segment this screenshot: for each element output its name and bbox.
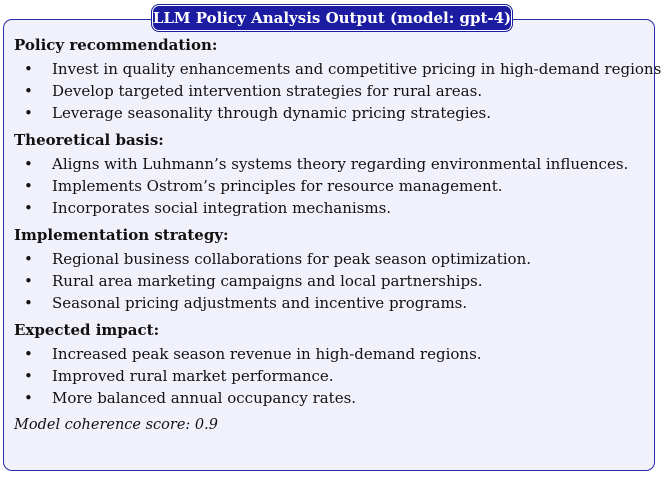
bullet-list: • Aligns with Luhmann’s systems theory re… xyxy=(14,153,644,219)
list-item-text: Incorporates social integration mechanis… xyxy=(52,199,392,217)
bullet-icon: • xyxy=(24,294,33,312)
list-item: • Implements Ostrom’s principles for reso… xyxy=(14,175,644,197)
section-theoretical-basis: Theoretical basis: • Aligns with Luhmann’… xyxy=(14,130,644,219)
section-heading: Theoretical basis: xyxy=(14,131,164,149)
bullet-icon: • xyxy=(24,60,33,78)
section-expected-impact: Expected impact: • Increased peak season … xyxy=(14,320,644,409)
bullet-icon: • xyxy=(24,250,33,268)
list-item-text: Develop targeted intervention strategies… xyxy=(52,82,483,100)
list-item-text: Regional business collaborations for pea… xyxy=(52,250,532,268)
bullet-icon: • xyxy=(24,177,33,195)
bullet-icon: • xyxy=(24,367,33,385)
section-heading: Expected impact: xyxy=(14,321,160,339)
list-item-text: Rural area marketing campaigns and local… xyxy=(52,272,483,290)
analysis-output-panel xyxy=(3,19,655,471)
list-item-text: More balanced annual occupancy rates. xyxy=(52,389,357,407)
section-heading: Implementation strategy: xyxy=(14,226,229,244)
list-item-text: Seasonal pricing adjustments and incenti… xyxy=(52,294,468,312)
list-item: • Rural area marketing campaigns and loca… xyxy=(14,270,644,292)
bullet-icon: • xyxy=(24,82,33,100)
section-policy-recommendation: Policy recommendation: • Invest in qualit… xyxy=(14,35,662,124)
section-heading: Policy recommendation: xyxy=(14,36,218,54)
list-item-text: Aligns with Luhmann’s systems theory reg… xyxy=(52,155,629,173)
list-item-text: Invest in quality enhancements and compe… xyxy=(52,60,662,78)
list-item-text: Improved rural market performance. xyxy=(52,367,334,385)
list-item: • Invest in quality enhancements and comp… xyxy=(14,58,662,80)
list-item: • Leverage seasonality through dynamic pr… xyxy=(14,102,644,124)
bullet-icon: • xyxy=(24,345,33,363)
list-item: • Develop targeted intervention strategie… xyxy=(14,80,644,102)
panel-content: Policy recommendation: • Invest in qualit… xyxy=(14,35,662,435)
bullet-list: • Regional business collaborations for pe… xyxy=(14,248,644,314)
bullet-list: • Increased peak season revenue in high-d… xyxy=(14,343,644,409)
list-item-text: Leverage seasonality through dynamic pri… xyxy=(52,104,491,122)
bullet-icon: • xyxy=(24,389,33,407)
model-coherence-score: Model coherence score: 0.9 xyxy=(14,417,218,433)
list-item-text: Increased peak season revenue in high-de… xyxy=(52,345,482,363)
bullet-icon: • xyxy=(24,104,33,122)
bullet-icon: • xyxy=(24,155,33,173)
list-item: • Improved rural market performance. xyxy=(14,365,644,387)
panel-title: LLM Policy Analysis Output (model: gpt-4… xyxy=(152,5,512,31)
bullet-icon: • xyxy=(24,199,33,217)
list-item: • Aligns with Luhmann’s systems theory re… xyxy=(14,153,644,175)
list-item: • More balanced annual occupancy rates. xyxy=(14,387,644,409)
list-item: • Seasonal pricing adjustments and incent… xyxy=(14,292,644,314)
list-item: • Incorporates social integration mechani… xyxy=(14,197,644,219)
list-item: • Increased peak season revenue in high-d… xyxy=(14,343,644,365)
bullet-list: • Invest in quality enhancements and comp… xyxy=(14,58,662,124)
bullet-icon: • xyxy=(24,272,33,290)
list-item: • Regional business collaborations for pe… xyxy=(14,248,644,270)
section-implementation-strategy: Implementation strategy: • Regional busin… xyxy=(14,225,644,314)
list-item-text: Implements Ostrom’s principles for resou… xyxy=(52,177,503,195)
